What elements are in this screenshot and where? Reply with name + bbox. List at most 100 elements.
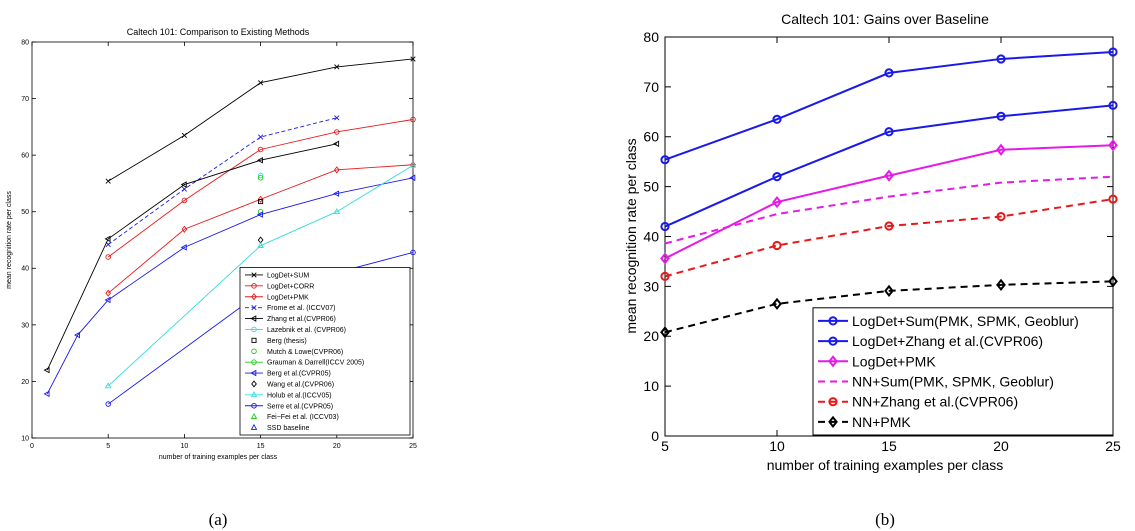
chart-b-data-point (660, 221, 670, 232)
chart-a-data-point (258, 199, 264, 205)
chart-a-legend: LogDet+SUM LogDet+CORR LogDet+PMK Frome et … (239, 267, 411, 436)
chart-a-x-tick-label: 15 (257, 443, 265, 450)
chart-b-data-point (1108, 194, 1118, 204)
chart-b-data-point (884, 68, 894, 78)
chart-b-y-tick-label: 40 (643, 228, 659, 244)
chart-a-legend-marker (251, 380, 257, 388)
chart-b-y-tick-label: 20 (643, 328, 659, 344)
chart-b-data-point (996, 143, 1006, 156)
chart-a-x-tick-label: 10 (181, 443, 189, 450)
chart-a-series-line (46, 143, 337, 371)
chart-b-data-point (1108, 100, 1118, 110)
chart-a-caption: (a) (209, 510, 228, 529)
chart-a-series-11 (104, 161, 417, 389)
chart-a-data-point (74, 331, 81, 339)
chart-b-ylabel: mean recognition rate per class (623, 138, 639, 333)
chart-a-legend-label: Wang et al.(CVPR06) (267, 381, 334, 388)
chart-a-legend-label: Mutch & Lowe(CVPR06) (267, 349, 343, 356)
chart-a-data-point (43, 390, 50, 398)
chart-a-data-point (409, 161, 417, 168)
chart-a-data-point (257, 80, 264, 86)
chart-a-data-point (43, 366, 50, 374)
chart-b-legend-label: NN+Zhang et al.(CVPR06) (852, 394, 1018, 410)
chart-a-series-5 (257, 172, 264, 179)
chart-b-series-0 (660, 47, 1118, 165)
chart-b-x-tick-label: 15 (881, 438, 897, 454)
chart-b-series-3 (664, 175, 1114, 245)
chart-a-title: Caltech 101: Comparison to Existing Meth… (127, 27, 310, 37)
chart-a-series-9 (43, 174, 416, 398)
chart-a-data-point (180, 244, 187, 251)
chart-a-y-tick-label: 40 (21, 266, 29, 273)
chart-a-legend-label: Zhang et al.(CVPR06) (267, 316, 336, 323)
chart-b-legend-marker (828, 316, 838, 326)
chart-a-data-point (333, 166, 340, 174)
chart-a-legend-label: Frome et al. (ICCV07) (267, 305, 335, 312)
chart-a-data-point (410, 249, 416, 256)
chart-a-legend-label: SSD baseline (267, 425, 310, 432)
chart-a-legend-marker (251, 403, 257, 409)
chart-a-data-point (257, 175, 264, 181)
chart-b-x-tick-label: 25 (1105, 438, 1121, 454)
chart-b-series-line (664, 50, 1114, 161)
chart-b-legend-marker (828, 397, 838, 407)
chart-a-legend-marker (251, 348, 257, 355)
chart-a-legend-box (239, 267, 411, 436)
chart-a-data-point (181, 186, 188, 192)
chart-a-data-point (105, 289, 112, 297)
chart-a-legend-label: Lazebnik et al. (CVPR06) (267, 327, 346, 334)
chart-b-data-point (772, 172, 782, 182)
chart-b-x-tick-label: 20 (993, 438, 1009, 454)
chart-a-data-point (334, 129, 340, 135)
chart-b-legend-marker (828, 336, 838, 346)
chart-b-data-point (884, 127, 894, 137)
chart-a-data-point (257, 172, 264, 179)
chart-b-data-point (884, 221, 894, 231)
chart-a-series-line (107, 119, 414, 258)
chart-a-series-6 (258, 199, 264, 205)
chart-a-xlabel: number of training examples per class (159, 454, 278, 461)
chart-a-series-8 (257, 208, 264, 215)
chart-b-series-line (664, 280, 1114, 334)
chart-a-data-point (410, 116, 416, 123)
chart-b-data-point (772, 114, 782, 124)
chart-a-data-point (181, 132, 188, 138)
chart-a-legend-label: Holub et al.(ICCV05) (267, 392, 332, 399)
chart-b-data-point (884, 284, 894, 297)
chart-a-y-tick-label: 30 (21, 322, 29, 329)
chart-a-legend-label: Serre et al.(CVPR05) (267, 403, 333, 410)
chart-b-series-line (664, 198, 1114, 278)
chart-b-y-tick-label: 70 (643, 79, 659, 95)
chart-a-y-tick-label: 80 (21, 39, 29, 46)
chart-b-data-point (996, 211, 1006, 222)
chart-a-legend-label: Fei−Fei et al. (ICCV03) (267, 414, 339, 421)
chart-a-data-point (256, 156, 263, 164)
chart-b-legend-label: NN+PMK (852, 414, 911, 430)
chart-b-y-tick-label: 10 (643, 378, 659, 394)
chart-a-legend-marker (251, 293, 257, 301)
chart-a-legend-marker (250, 412, 258, 419)
chart-a-data-point (180, 181, 187, 188)
chart-a-data-point (410, 161, 416, 169)
chart-b-series-1 (660, 100, 1118, 232)
chart-b-data-point (884, 169, 894, 182)
chart-a-series-4 (43, 140, 340, 374)
chart-b-data-point (996, 278, 1006, 291)
chart-a-data-point (257, 134, 264, 140)
chart-a-legend-marker (251, 305, 257, 311)
chart-b-legend-marker (828, 415, 838, 429)
chart-a-y-tick-label: 70 (21, 96, 29, 103)
chart-b-data-point (996, 54, 1006, 64)
chart-b-x-tick-label: 10 (769, 438, 785, 454)
chart-b-series-line (664, 175, 1114, 245)
chart-a-legend-label: LogDet+CORR (267, 283, 314, 290)
chart-a-x-tick-label: 0 (30, 443, 34, 450)
chart-a-legend-label: Berg et al.(CVPR05) (267, 371, 331, 378)
chart-a-legend-label: LogDet+SUM (267, 272, 309, 279)
chart-a-data-point (104, 235, 111, 243)
chart-a-data-point (257, 208, 264, 215)
chart-b-data-point (660, 155, 670, 165)
chart-b-series-line (664, 144, 1114, 260)
chart-a-legend-label: Berg (thesis) (267, 338, 307, 345)
